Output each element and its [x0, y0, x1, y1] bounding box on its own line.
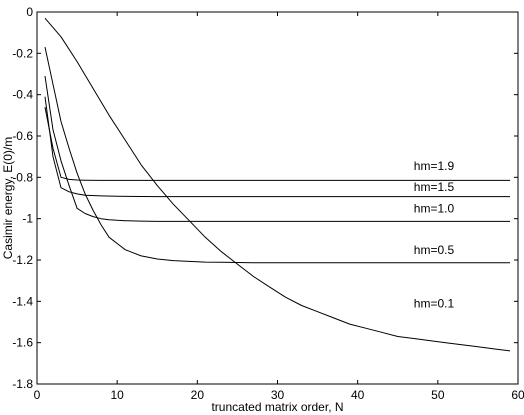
series-line-hm-0-1	[44, 17, 511, 352]
x-axis-title: truncated matrix order, N	[211, 400, 343, 414]
y-tick-label: -1	[22, 212, 33, 226]
x-tick-label: 10	[110, 388, 124, 402]
plot-frame	[36, 11, 519, 385]
x-tick-label: 0	[34, 388, 41, 402]
x-tick-label: 20	[191, 388, 205, 402]
series-line-hm-1-9	[44, 107, 510, 181]
y-tick-label: -0.6	[12, 129, 33, 143]
x-axis-ticks: 0 10 20 30 40 50 60	[34, 12, 524, 402]
series-label-hm-1-0: hm=1.0	[414, 201, 455, 215]
y-axis-title: Casimir energy, E(0)/m	[1, 137, 15, 259]
series-line-hm-0-5	[44, 46, 510, 264]
y-tick-label: -1.2	[12, 253, 33, 267]
series-line-hm-1-0	[44, 76, 510, 222]
y-tick-label: -1.4	[12, 294, 33, 308]
series-label-hm-0-1: hm=0.1	[414, 297, 455, 311]
x-tick-label: 40	[351, 388, 365, 402]
x-tick-label: 50	[431, 388, 445, 402]
x-tick-label: 60	[511, 388, 524, 402]
series-lines	[44, 17, 511, 352]
y-tick-label: -0.8	[12, 170, 33, 184]
series-line-hm-1-5	[44, 96, 510, 198]
y-tick-label: -1.6	[12, 336, 33, 350]
y-axis-ticks: 0 -0.2 -0.4 -0.6 -0.8 -1 -1.2 -1.4 -1.6 -1.8	[12, 5, 518, 391]
y-tick-label: -0.2	[12, 46, 33, 60]
y-tick-label: 0	[26, 5, 33, 19]
x-tick-label: 30	[271, 388, 285, 402]
y-tick-label: -0.4	[12, 88, 33, 102]
series-label-hm-0-5: hm=0.5	[414, 243, 455, 257]
y-tick-label: -1.8	[12, 377, 33, 391]
series-labels: hm=0.1 hm=0.5 hm=1.0 hm=1.5 hm=1.9	[414, 159, 455, 310]
series-label-hm-1-5: hm=1.5	[414, 180, 455, 194]
series-label-hm-1-9: hm=1.9	[414, 159, 455, 173]
